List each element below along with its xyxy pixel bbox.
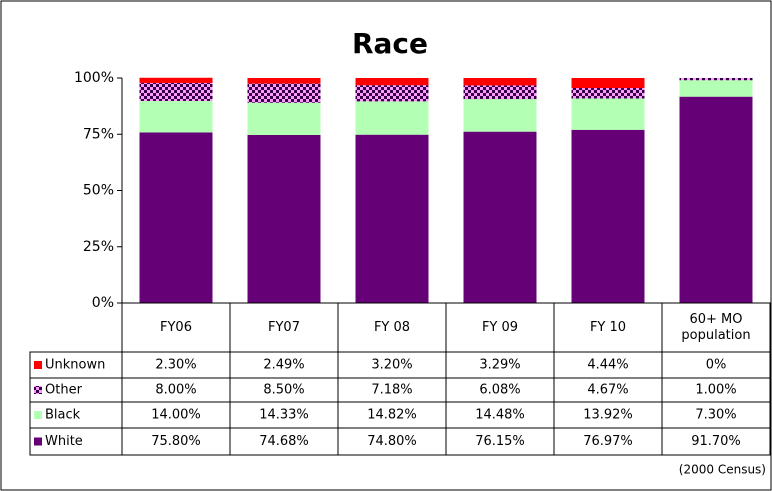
value-label: 3.29% <box>479 358 520 373</box>
category-cell: 60+ MO population <box>681 311 751 343</box>
value-label: 91.70% <box>691 434 741 449</box>
bar-segment <box>463 99 537 132</box>
legend-label: White <box>45 434 83 449</box>
chart-title: Race <box>352 27 428 60</box>
value-label: 2.30% <box>155 358 196 373</box>
value-label: 13.92% <box>583 408 633 423</box>
bar-segment <box>463 131 537 303</box>
legend-swatch <box>34 386 42 394</box>
value-label: 74.68% <box>259 434 309 449</box>
bar-segment <box>247 102 321 135</box>
value-label: 6.08% <box>479 383 520 398</box>
legend-label: Black <box>45 408 81 423</box>
value-label: 76.97% <box>583 434 633 449</box>
bar-segment <box>355 134 429 303</box>
bar-segment <box>571 87 645 99</box>
y-tick-label: 25% <box>83 239 114 255</box>
bar-segment <box>139 77 213 83</box>
x-tick-label: FY 09 <box>481 319 519 335</box>
legend-label: Other <box>45 383 83 398</box>
bar-segment <box>679 96 753 303</box>
value-label: 76.15% <box>475 434 525 449</box>
bar-segment <box>247 134 321 303</box>
x-tick-label: 60+ MO population <box>681 311 751 343</box>
bar-segment <box>355 101 429 135</box>
bar-segment <box>463 78 537 86</box>
y-tick-label: 50% <box>83 183 114 199</box>
bar-segment <box>679 78 753 81</box>
bar-segment <box>679 80 753 97</box>
x-tick-label: FY06 <box>160 319 192 335</box>
category-cell: FY07 <box>268 319 300 335</box>
value-label: 3.20% <box>371 358 412 373</box>
category-cell: FY 08 <box>373 319 411 335</box>
bar-segment <box>139 100 213 133</box>
bar-segment <box>571 78 645 88</box>
value-label: 8.00% <box>155 383 196 398</box>
value-label: 4.44% <box>587 358 628 373</box>
category-cell: FY 09 <box>481 319 519 335</box>
value-label: 1.00% <box>695 383 736 398</box>
legend-swatch <box>34 361 42 369</box>
bar-segment <box>247 83 321 103</box>
bar-segment <box>463 85 537 100</box>
x-tick-label: FY07 <box>268 319 300 335</box>
table-cell <box>661 427 771 456</box>
value-label: 14.82% <box>367 408 417 423</box>
value-label: 7.18% <box>371 383 412 398</box>
y-tick-label: 0% <box>92 295 114 311</box>
note: (2000 Census) <box>679 463 766 477</box>
value-label: 7.30% <box>695 408 736 423</box>
x-tick-label: FY 10 <box>589 319 627 335</box>
y-tick-label: 100% <box>74 70 114 86</box>
category-cell: FY 10 <box>589 319 627 335</box>
bar-segment <box>247 78 321 84</box>
bar-segment <box>355 78 429 86</box>
bar-segment <box>355 85 429 102</box>
legend-swatch <box>34 411 42 419</box>
y-tick-label: 75% <box>83 126 114 142</box>
value-label: 0% <box>706 358 727 373</box>
value-label: 2.49% <box>263 358 304 373</box>
value-label: 14.33% <box>259 408 309 423</box>
legend-label: Unknown <box>45 358 105 373</box>
legend-swatch <box>34 437 42 446</box>
bar-segment <box>571 98 645 130</box>
value-label: 4.67% <box>587 383 628 398</box>
value-label: 14.00% <box>151 408 201 423</box>
value-label: 75.80% <box>151 434 201 449</box>
bar-segment <box>571 129 645 303</box>
value-label: 8.50% <box>263 383 304 398</box>
value-label: 74.80% <box>367 434 417 449</box>
category-cell: FY06 <box>160 319 192 335</box>
bar-segment <box>139 82 213 101</box>
value-label: 14.48% <box>475 408 525 423</box>
bar-segment <box>139 132 213 303</box>
x-tick-label: FY 08 <box>373 319 411 335</box>
